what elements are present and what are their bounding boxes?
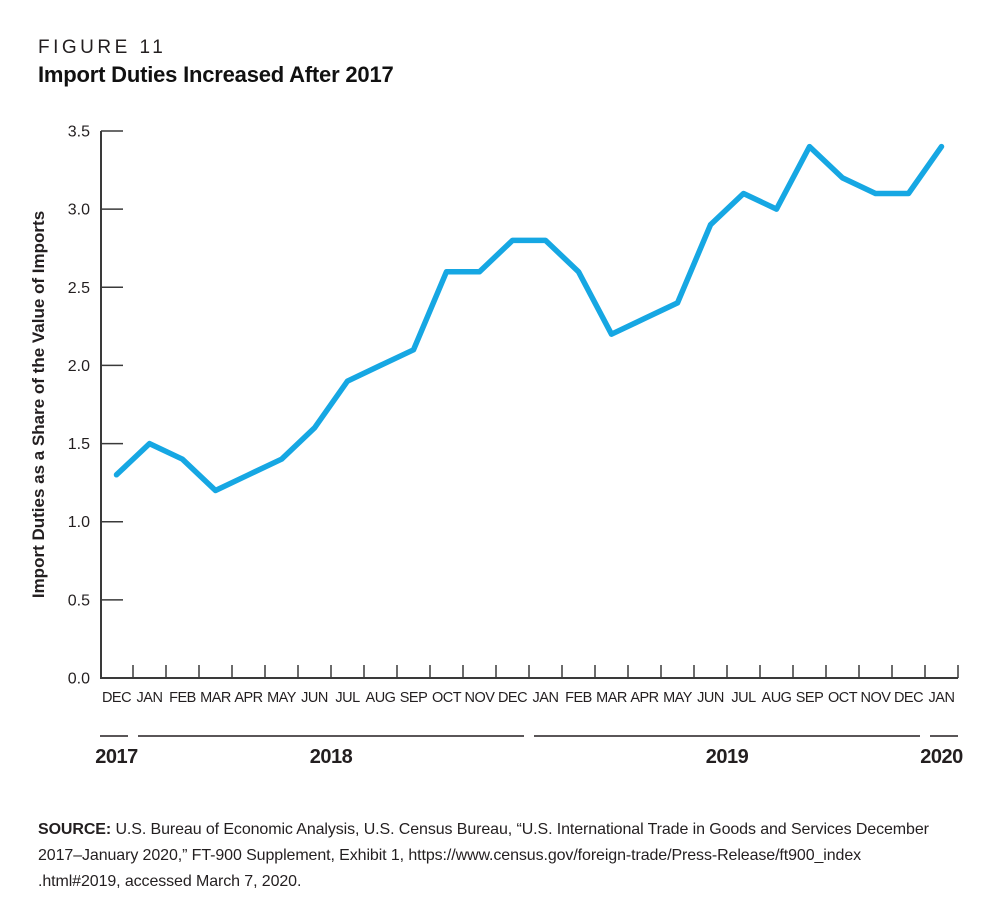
x-tick-label: AUG (366, 690, 396, 706)
x-tick-label: JAN (533, 690, 559, 706)
x-tick-label: JAN (137, 690, 163, 706)
y-tick-label: 3.5 (68, 124, 90, 141)
year-label: 2020 (920, 746, 963, 768)
x-tick-label: NOV (861, 690, 892, 706)
y-tick-label: 2.5 (68, 280, 90, 297)
y-tick-label: 3.0 (68, 202, 90, 219)
y-tick-label: 0.5 (68, 592, 90, 609)
x-tick-label: DEC (894, 690, 923, 706)
year-label: 2018 (310, 746, 353, 768)
x-tick-label: DEC (498, 690, 527, 706)
x-tick-label: OCT (432, 690, 462, 706)
series-line (113, 143, 945, 494)
x-tick-label: SEP (400, 690, 428, 706)
x-tick-label: FEB (169, 690, 196, 706)
source-line: SOURCE: U.S. Bureau of Economic Analysis… (38, 817, 968, 843)
x-tick-label: MAY (267, 690, 297, 706)
y-tick-label: 1.0 (68, 514, 90, 531)
x-tick-label: JUL (731, 690, 756, 706)
x-tick-label: OCT (828, 690, 858, 706)
x-tick-label: JUL (335, 690, 360, 706)
x-tick-label: AUG (762, 690, 792, 706)
year-label: 2017 (95, 746, 138, 768)
x-tick-label: MAY (663, 690, 693, 706)
figure-title: Import Duties Increased After 2017 (38, 62, 394, 87)
x-tick-label: APR (234, 690, 262, 706)
x-tick-label: FEB (565, 690, 592, 706)
x-tick-label: SEP (796, 690, 824, 706)
source-text: U.S. Bureau of Economic Analysis, U.S. C… (115, 821, 929, 838)
x-tick-label: JUN (697, 690, 724, 706)
x-tick-label: MAR (596, 690, 627, 706)
y-axis-title: Import Duties as a Share of the Value of… (29, 211, 48, 598)
x-tick-label: MAR (200, 690, 231, 706)
source-label: SOURCE: (38, 821, 112, 838)
y-tick-label: 1.5 (68, 436, 90, 453)
x-tick-label: APR (630, 690, 658, 706)
source-line: 2017–January 2020,” FT-900 Supplement, E… (38, 847, 862, 864)
year-label: 2019 (706, 746, 749, 768)
source-note: SOURCE: U.S. Bureau of Economic Analysis… (38, 817, 968, 895)
x-tick-label: JUN (301, 690, 328, 706)
x-tick-label: JAN (929, 690, 955, 706)
x-tick-label: DEC (102, 690, 131, 706)
source-line: .html#2019, accessed March 7, 2020. (38, 873, 302, 890)
figure-number-label: FIGURE 11 (38, 37, 167, 58)
x-tick-label: NOV (465, 690, 496, 706)
y-tick-label: 0.0 (68, 671, 90, 688)
y-tick-label: 2.0 (68, 358, 90, 375)
